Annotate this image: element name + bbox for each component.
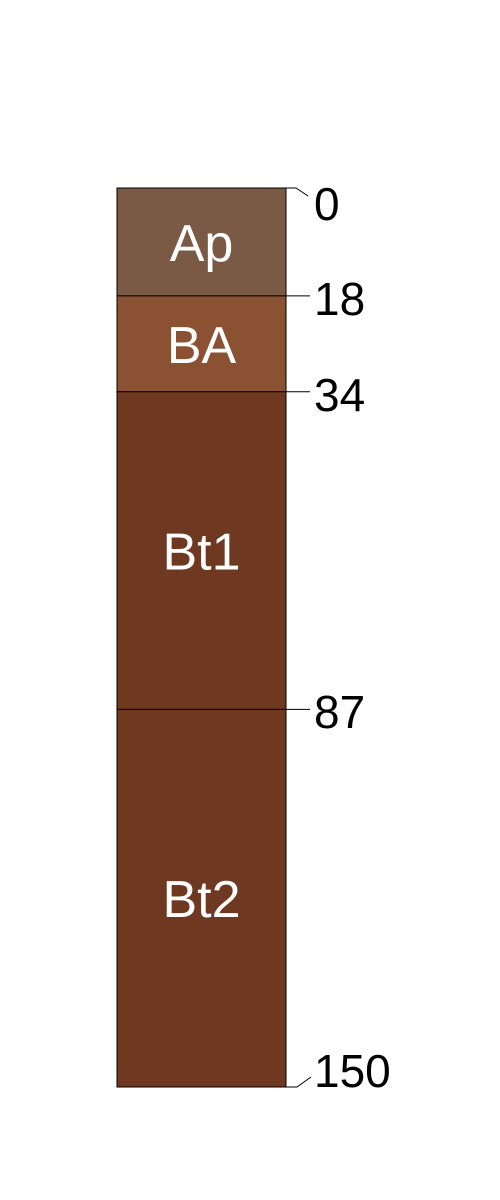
horizon-bt1 (116, 391, 287, 710)
depth-label: 18 (314, 273, 365, 325)
depth-label: 34 (314, 369, 365, 421)
horizon-bt2 (116, 708, 287, 1088)
horizon-ap (116, 187, 287, 297)
horizon-label-bt1: Bt1 (162, 524, 240, 582)
horizon-label-bt2: Bt2 (162, 871, 240, 929)
horizon-ba (116, 295, 287, 393)
horizon-label-ba: BA (167, 317, 237, 375)
depth-tick (286, 1076, 312, 1088)
depth-labels: 0 18 34 87 150 (314, 178, 391, 1097)
depth-label: 87 (314, 686, 365, 738)
depth-tick (286, 187, 309, 197)
depth-label: 150 (314, 1045, 391, 1097)
depth-label: 0 (314, 178, 340, 230)
horizon-label-ap: Ap (170, 215, 234, 273)
horizon-layers: Ap BA Bt1 Bt2 (116, 187, 287, 1088)
depth-ticks (286, 187, 312, 1088)
